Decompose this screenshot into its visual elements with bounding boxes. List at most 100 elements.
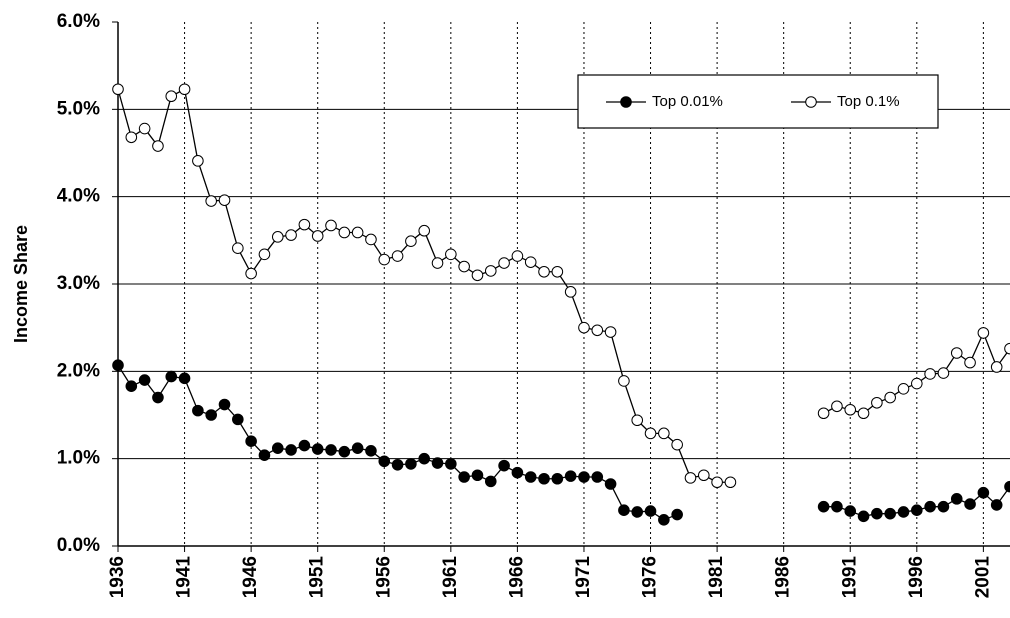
marker xyxy=(391,250,404,262)
marker xyxy=(365,445,377,457)
marker xyxy=(604,478,617,490)
marker xyxy=(271,442,284,454)
x-tick-label: 1946 xyxy=(240,556,261,598)
marker xyxy=(311,230,324,242)
marker xyxy=(232,242,244,254)
marker xyxy=(325,444,337,456)
x-tick-label: 1961 xyxy=(440,556,461,599)
marker xyxy=(112,83,124,96)
marker xyxy=(911,504,923,516)
marker xyxy=(911,377,923,390)
marker xyxy=(564,470,577,482)
y-tick-label: 6.0% xyxy=(57,11,100,32)
marker xyxy=(644,505,657,517)
marker xyxy=(258,248,271,261)
marker xyxy=(897,383,910,395)
marker xyxy=(498,257,510,269)
marker xyxy=(844,403,857,416)
marker xyxy=(351,442,364,454)
marker xyxy=(418,452,431,465)
legend-label: Top 0.1% xyxy=(837,93,900,110)
marker xyxy=(977,486,990,499)
marker xyxy=(218,398,231,411)
marker xyxy=(658,427,670,440)
marker xyxy=(871,396,883,409)
marker xyxy=(165,370,178,383)
marker xyxy=(977,327,990,339)
marker xyxy=(551,472,564,485)
y-tick-label: 4.0% xyxy=(57,186,100,207)
marker xyxy=(285,444,297,456)
marker xyxy=(950,347,963,359)
marker xyxy=(564,286,577,298)
marker xyxy=(498,459,510,472)
marker xyxy=(192,155,204,167)
marker xyxy=(178,83,191,96)
marker xyxy=(857,407,870,420)
marker xyxy=(338,226,351,239)
marker xyxy=(817,500,830,513)
x-tick-label: 1991 xyxy=(839,556,860,599)
marker xyxy=(405,458,417,470)
x-tick-label: 1976 xyxy=(640,556,661,598)
y-tick-label: 2.0% xyxy=(57,360,100,381)
marker xyxy=(458,260,470,273)
marker xyxy=(1004,342,1010,355)
marker xyxy=(378,253,391,266)
marker xyxy=(551,265,564,278)
marker xyxy=(724,476,737,489)
marker xyxy=(578,321,590,334)
x-tick-label: 1986 xyxy=(773,556,794,598)
marker xyxy=(125,131,138,144)
x-tick-label: 1951 xyxy=(307,556,328,599)
marker xyxy=(591,471,604,483)
legend-label: Top 0.01% xyxy=(652,93,723,110)
marker xyxy=(205,409,217,421)
marker xyxy=(351,226,364,239)
marker xyxy=(937,367,950,379)
marker xyxy=(484,475,497,488)
marker xyxy=(138,122,151,135)
marker xyxy=(604,326,617,338)
marker xyxy=(990,499,1003,511)
marker xyxy=(538,265,550,278)
marker xyxy=(897,506,910,518)
marker xyxy=(298,439,311,452)
marker xyxy=(471,269,484,282)
marker xyxy=(937,500,950,513)
x-tick-label: 1936 xyxy=(107,556,128,598)
marker xyxy=(524,471,537,483)
x-tick-label: 1981 xyxy=(706,556,727,599)
marker xyxy=(684,472,697,484)
marker xyxy=(924,500,936,513)
marker xyxy=(445,458,457,470)
y-tick-label: 5.0% xyxy=(57,98,100,119)
marker xyxy=(524,256,537,268)
marker xyxy=(924,368,936,380)
marker xyxy=(511,250,524,262)
marker xyxy=(1004,480,1010,493)
marker xyxy=(484,265,497,277)
marker xyxy=(178,372,191,385)
marker xyxy=(125,380,138,392)
marker xyxy=(152,140,164,152)
marker xyxy=(884,507,896,520)
x-tick-label: 1966 xyxy=(506,556,527,598)
marker xyxy=(511,466,524,479)
marker xyxy=(831,500,843,513)
x-tick-label: 1996 xyxy=(906,556,927,598)
marker xyxy=(298,218,311,231)
y-tick-label: 3.0% xyxy=(57,273,100,294)
y-tick-label: 1.0% xyxy=(57,448,100,469)
marker xyxy=(365,233,377,246)
marker xyxy=(258,449,271,461)
marker xyxy=(112,359,124,372)
marker xyxy=(311,443,324,455)
legend-marker xyxy=(805,96,817,108)
marker xyxy=(245,267,257,280)
marker xyxy=(285,229,297,241)
marker xyxy=(538,472,550,485)
x-tick-label: 1971 xyxy=(573,556,594,599)
marker xyxy=(950,493,963,505)
marker xyxy=(671,438,683,451)
